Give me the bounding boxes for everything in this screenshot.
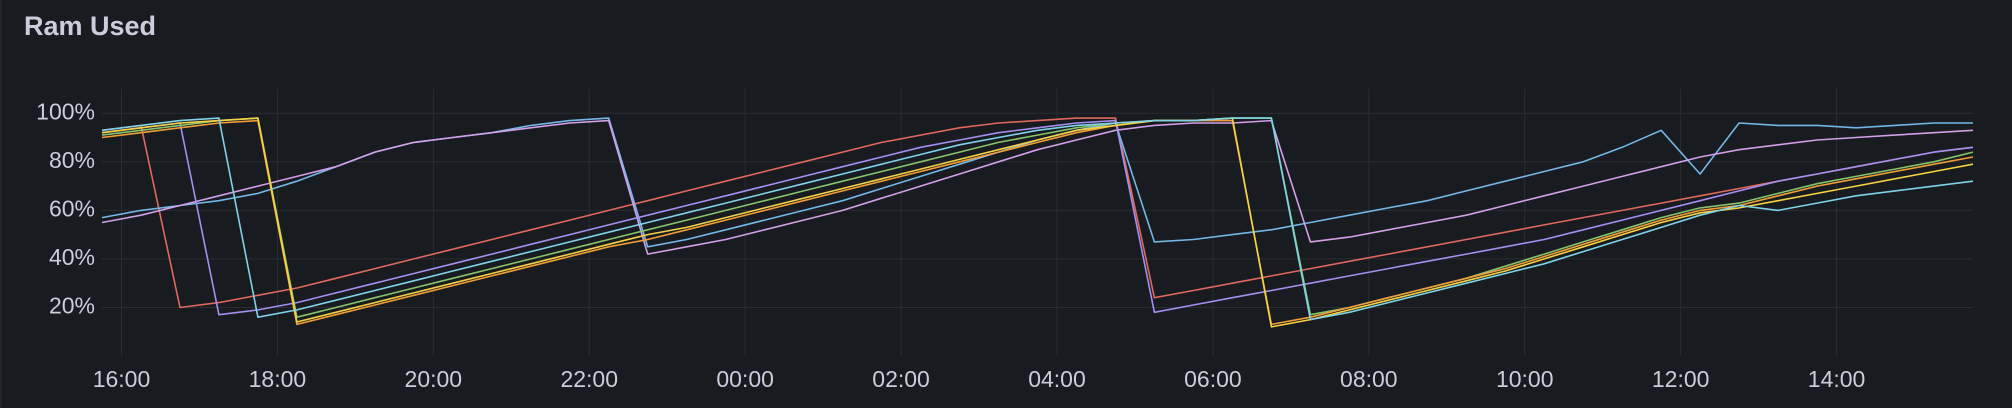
y-tick-label: 100% <box>36 98 95 124</box>
x-tick-label: 10:00 <box>1496 366 1554 392</box>
series-line <box>101 117 1974 328</box>
x-tick-label: 14:00 <box>1808 366 1866 392</box>
x-tick-label: 22:00 <box>560 366 618 392</box>
x-tick-label: 02:00 <box>872 366 930 392</box>
x-tick-label: 04:00 <box>1028 366 1086 392</box>
x-tick-label: 18:00 <box>249 366 307 392</box>
series-line <box>101 119 1974 326</box>
x-tick-label: 00:00 <box>716 366 774 392</box>
x-tick-label: 08:00 <box>1340 366 1398 392</box>
y-tick-label: 60% <box>49 195 95 221</box>
x-tick-label: 20:00 <box>405 366 463 392</box>
y-tick-label: 40% <box>49 244 95 270</box>
series-line <box>101 117 1974 309</box>
x-tick-label: 16:00 <box>93 366 151 392</box>
y-tick-label: 80% <box>49 147 95 173</box>
series-line <box>101 119 1974 255</box>
series-line <box>101 119 1974 316</box>
x-tick-label: 06:00 <box>1184 366 1242 392</box>
series-line <box>101 117 1974 318</box>
series-line <box>101 117 1974 321</box>
x-tick-label: 12:00 <box>1652 366 1710 392</box>
chart-title: Ram Used <box>24 11 156 41</box>
y-tick-label: 20% <box>49 293 95 319</box>
